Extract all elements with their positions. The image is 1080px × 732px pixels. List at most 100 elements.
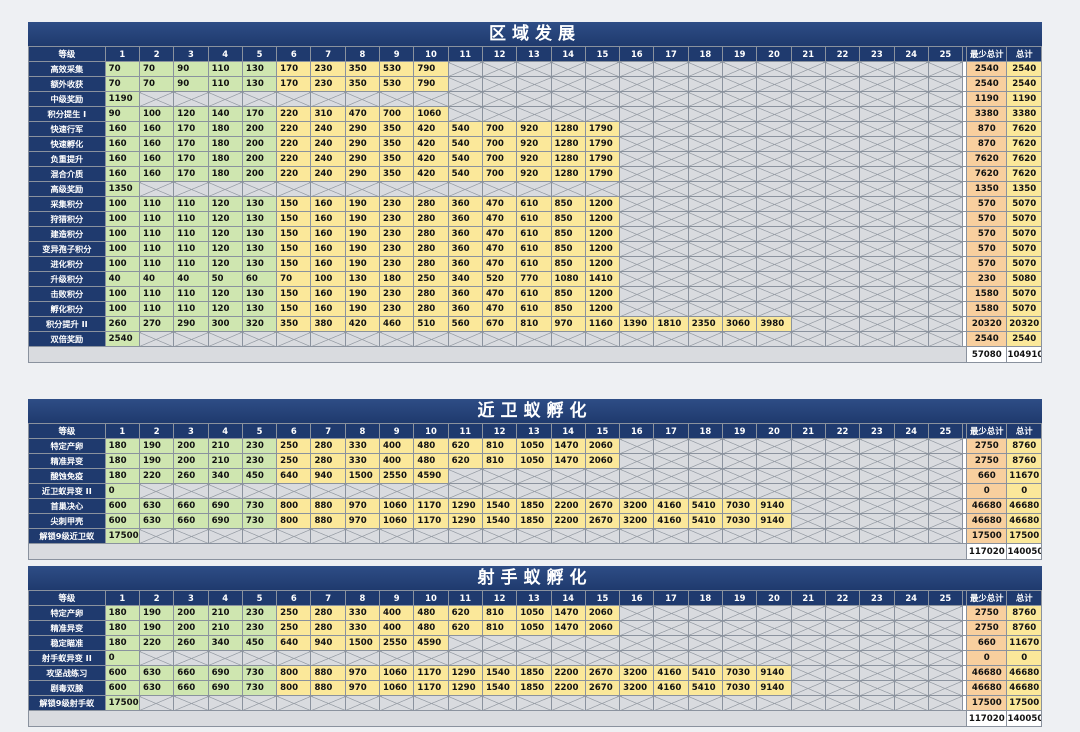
- value-cell: 210: [207, 438, 243, 454]
- header-level-14: 14: [550, 46, 586, 62]
- value-cell: 120: [207, 241, 243, 257]
- value-cell: 940: [310, 468, 346, 484]
- value-cell: 260: [173, 635, 209, 651]
- empty-cell: [447, 650, 483, 666]
- value-cell: 200: [173, 605, 209, 621]
- value-cell: 690: [207, 680, 243, 696]
- empty-cell: [687, 181, 724, 197]
- min-total-cell: 0: [966, 650, 1008, 666]
- empty-cell: [653, 453, 689, 469]
- value-cell: 280: [413, 256, 449, 272]
- row-label: 狩猎积分: [28, 211, 106, 227]
- row-label: 剧毒双腺: [28, 680, 106, 696]
- value-cell: 110: [138, 301, 175, 317]
- header-level-3: 3: [173, 46, 209, 62]
- empty-cell: [824, 331, 861, 347]
- value-cell: 2670: [584, 680, 621, 696]
- empty-cell: [790, 241, 826, 257]
- empty-cell: [859, 196, 895, 212]
- empty-cell: [481, 91, 518, 107]
- row-label: 近卫蚁异变 II: [28, 483, 106, 499]
- empty-cell: [824, 181, 861, 197]
- empty-cell: [584, 91, 621, 107]
- value-cell: 120: [207, 286, 243, 302]
- value-cell: 310: [310, 106, 346, 122]
- empty-cell: [619, 453, 655, 469]
- min-total-cell: 2540: [966, 76, 1008, 92]
- empty-cell: [687, 136, 724, 152]
- empty-cell: [893, 76, 929, 92]
- value-cell: 350: [379, 151, 415, 167]
- empty-cell: [927, 61, 964, 77]
- header-level-5: 5: [241, 423, 278, 439]
- value-cell: 110: [207, 76, 243, 92]
- min-total-cell: 3380: [966, 106, 1008, 122]
- min-total-cell: 660: [966, 468, 1008, 484]
- empty-cell: [790, 498, 826, 514]
- value-cell: 160: [104, 151, 140, 167]
- header-level-21: 21: [790, 590, 826, 606]
- empty-cell: [653, 76, 689, 92]
- empty-cell: [893, 91, 929, 107]
- empty-cell: [927, 620, 964, 636]
- row-label: 积分提生 I: [28, 106, 106, 122]
- empty-cell: [756, 271, 792, 287]
- empty-cell: [516, 635, 552, 651]
- empty-cell: [893, 316, 929, 332]
- empty-cell: [687, 151, 724, 167]
- row-label: 积分提升 II: [28, 316, 106, 332]
- header-level-13: 13: [516, 423, 552, 439]
- value-cell: 160: [138, 151, 175, 167]
- empty-cell: [722, 453, 758, 469]
- value-cell: 810: [481, 453, 518, 469]
- header-level-14: 14: [550, 423, 586, 439]
- empty-cell: [756, 226, 792, 242]
- value-cell: 110: [173, 211, 209, 227]
- empty-cell: [824, 271, 861, 287]
- min-total-cell: 7620: [966, 166, 1008, 182]
- empty-cell: [653, 286, 689, 302]
- value-cell: 170: [276, 76, 312, 92]
- empty-cell: [722, 271, 758, 287]
- empty-cell: [824, 695, 861, 711]
- value-cell: 70: [276, 271, 312, 287]
- header-level: 等级: [28, 423, 106, 439]
- empty-cell: [859, 453, 895, 469]
- value-cell: 340: [207, 635, 243, 651]
- empty-cell: [756, 256, 792, 272]
- empty-cell: [481, 483, 518, 499]
- value-cell: 100: [104, 241, 140, 257]
- value-cell: 700: [481, 166, 518, 182]
- value-cell: 880: [310, 498, 346, 514]
- empty-cell: [687, 286, 724, 302]
- total-cell: 5070: [1006, 211, 1042, 227]
- empty-cell: [653, 136, 689, 152]
- value-cell: 800: [276, 665, 312, 681]
- total-cell: 1350: [1006, 181, 1042, 197]
- empty-cell: [824, 91, 861, 107]
- value-cell: 660: [173, 665, 209, 681]
- value-cell: 1200: [584, 241, 621, 257]
- empty-cell: [138, 483, 175, 499]
- header-level-6: 6: [276, 423, 312, 439]
- value-cell: 460: [379, 316, 415, 332]
- header-level-20: 20: [756, 46, 792, 62]
- empty-cell: [756, 331, 792, 347]
- value-cell: 250: [276, 438, 312, 454]
- value-cell: 850: [550, 211, 586, 227]
- value-cell: 1790: [584, 151, 621, 167]
- empty-cell: [173, 181, 209, 197]
- empty-cell: [893, 211, 929, 227]
- total-cell: 2540: [1006, 331, 1042, 347]
- empty-cell: [276, 91, 312, 107]
- value-cell: 290: [344, 151, 381, 167]
- empty-cell: [447, 483, 483, 499]
- empty-cell: [790, 620, 826, 636]
- empty-cell: [550, 91, 586, 107]
- empty-cell: [550, 528, 586, 544]
- empty-cell: [138, 331, 175, 347]
- empty-cell: [927, 680, 964, 696]
- empty-cell: [447, 181, 483, 197]
- value-cell: 730: [241, 498, 278, 514]
- table-row: 快速行军 160 160 170 180 200 220 240 290 350 420 540 700…: [28, 121, 1042, 137]
